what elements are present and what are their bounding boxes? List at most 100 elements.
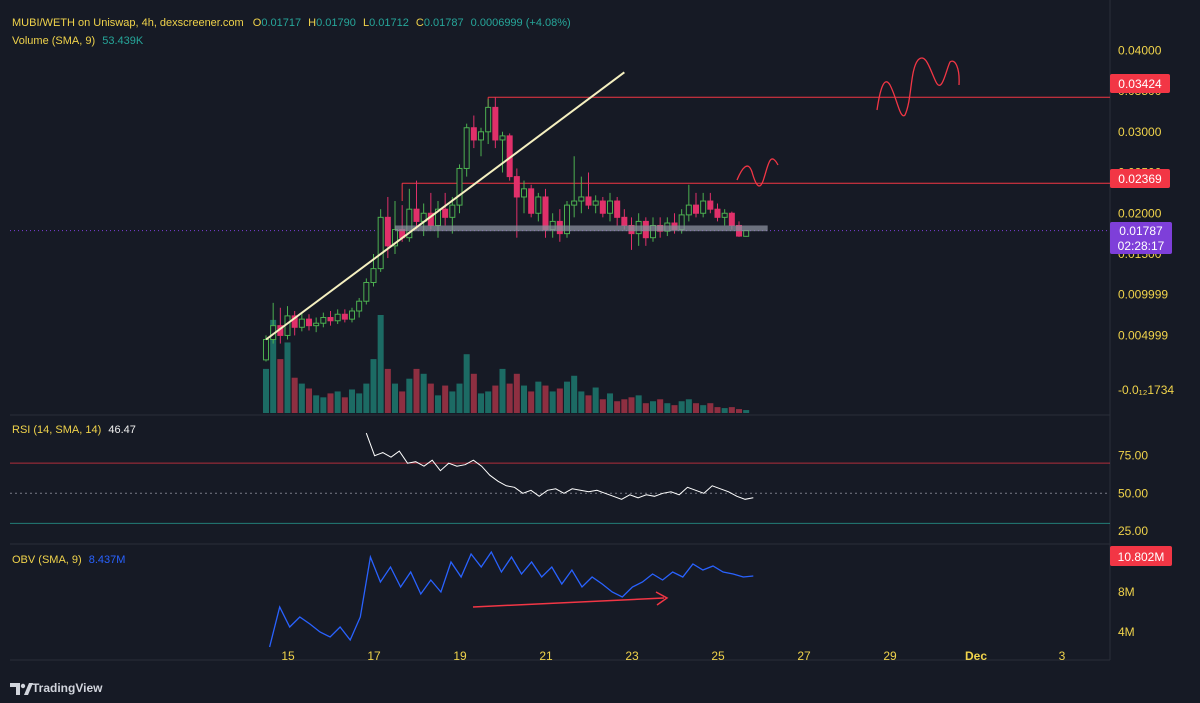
price-tick-label: 0.04000 [1118, 43, 1162, 57]
volume-bar [370, 359, 377, 413]
volume-bar [449, 391, 456, 413]
volume-bar [320, 397, 327, 413]
volume-bar [721, 408, 728, 413]
trend-arrow-annotation[interactable] [472, 591, 669, 608]
chart-legend: MUBI/WETH on Uniswap, 4h, dexscreener.co… [12, 17, 571, 29]
price-tick-label: 0.004999 [1118, 328, 1168, 342]
volume-bar [685, 399, 692, 413]
candle-body [743, 230, 750, 237]
time-label: 15 [281, 649, 295, 663]
candle-body [485, 106, 492, 133]
volume-bar [606, 393, 614, 413]
candle-body [721, 212, 728, 218]
volume-bar [327, 393, 334, 413]
volume-bar [377, 315, 384, 413]
range-box[interactable] [395, 225, 768, 232]
obv-legend: OBV (SMA, 9) 8.437M [12, 554, 125, 566]
candle-body [413, 208, 420, 222]
volume-bar [649, 401, 657, 413]
time-label: 23 [625, 649, 639, 663]
candle-body [685, 204, 692, 216]
arrow-shaft [472, 597, 665, 608]
current-price-text: 0.01787 [1119, 224, 1163, 238]
volume-bar [341, 397, 348, 413]
volume-bar [714, 407, 721, 413]
current-price-badge-bg [1110, 222, 1172, 254]
obv-current-text: 10.802M [1118, 550, 1165, 564]
candle-body [356, 300, 363, 312]
candle-body [348, 310, 356, 320]
obv-series-path [268, 550, 754, 648]
close-label: C [416, 17, 424, 29]
rsi-axis-ticks: 75.00 50.00 25.00 [1118, 449, 1148, 538]
rsi-tick-label: 50.00 [1118, 486, 1148, 500]
candle-body [542, 196, 549, 231]
time-label: 17 [367, 649, 381, 663]
volume-bar [391, 383, 399, 413]
freehand-drawings[interactable] [736, 57, 960, 187]
level-mid-badge-bg [1110, 169, 1170, 188]
volume-bar [549, 391, 556, 413]
trendline[interactable] [265, 71, 625, 341]
price-tick-label: 0.02000 [1118, 206, 1162, 220]
candle-body [520, 188, 528, 198]
time-label: 3 [1059, 649, 1066, 663]
volume-bar [485, 391, 492, 413]
volume-bar [348, 389, 356, 413]
level-mid-badge: 0.02369 [1110, 169, 1170, 188]
volume-bar [470, 373, 477, 413]
volume-bar [563, 381, 571, 413]
volume-bar [743, 410, 750, 413]
rsi-series-path [365, 432, 754, 500]
volume-bar [678, 401, 685, 413]
candle-body [606, 200, 614, 214]
candle-body [621, 216, 628, 226]
volume-bar [585, 395, 592, 413]
volume-bar [420, 373, 427, 413]
price-tick-label: -0.0₁₂1734 [1118, 383, 1174, 397]
volume-bar [356, 393, 363, 413]
candle-body [571, 200, 578, 206]
volume-bar [434, 395, 442, 413]
candle-body [406, 208, 413, 239]
symbol-title: MUBI/WETH on Uniswap, 4h, dexscreener.co… [12, 17, 244, 29]
candle-body [535, 196, 542, 214]
volume-bar [528, 391, 535, 413]
open-value: 0.01717 [261, 17, 301, 29]
volume-bar [621, 399, 628, 413]
price-tick-label: 0.009999 [1118, 288, 1168, 302]
candle-body [528, 188, 535, 214]
candle-body [377, 216, 384, 270]
candle-body [599, 200, 606, 214]
tradingview-logo[interactable]: TradingView [10, 681, 103, 695]
close-value: 0.01787 [424, 17, 464, 29]
obv-current-badge-bg [1110, 546, 1172, 566]
tradingview-logo-dot [20, 683, 26, 689]
volume-bar [728, 407, 735, 413]
rsi-bands [10, 462, 1110, 524]
candle-body [477, 131, 485, 141]
volume-bar [664, 403, 671, 413]
tradingview-logo-slash [24, 683, 33, 695]
level-mid-badge-text: 0.02369 [1118, 172, 1162, 186]
level-high-badge-text: 0.03424 [1118, 77, 1162, 91]
candle-body [563, 204, 571, 235]
candle-body [313, 322, 320, 327]
obv-label: OBV (SMA, 9) [12, 554, 82, 566]
candle-body [327, 317, 334, 322]
volume-value: 53.439K [102, 35, 144, 47]
candle-body [262, 339, 270, 361]
volume-bar [657, 399, 664, 413]
volume-bar [578, 391, 585, 413]
volume-bar [614, 401, 621, 413]
volume-bar [520, 385, 528, 413]
rsi-line [365, 432, 754, 500]
volume-bar [499, 368, 506, 413]
rsi-label: RSI (14, SMA, 14) [12, 424, 101, 436]
volume-bar [463, 354, 470, 413]
volume-bar [592, 387, 599, 413]
low-label: L [363, 17, 369, 29]
time-label: 29 [883, 649, 897, 663]
